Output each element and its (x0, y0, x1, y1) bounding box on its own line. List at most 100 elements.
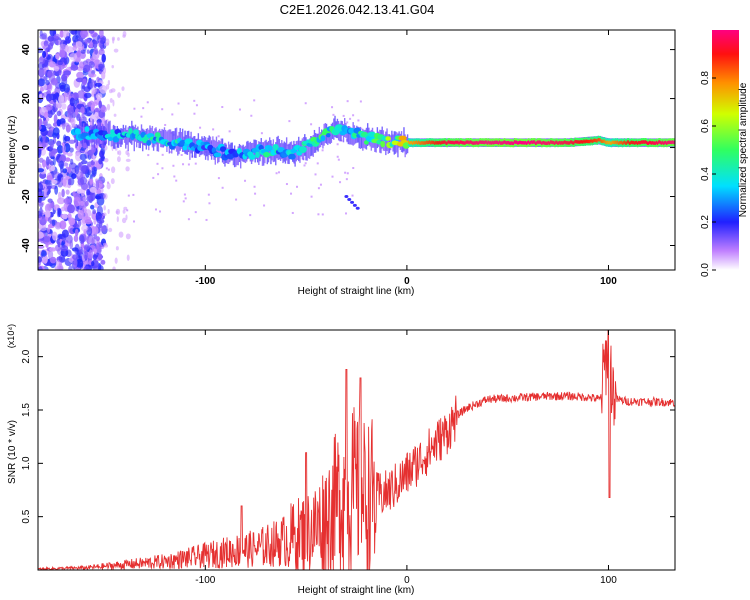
spectrogram-frame (37, 29, 676, 271)
ridge-band-core (486, 141, 489, 145)
noise-speckle (61, 144, 66, 154)
noise-point (336, 143, 339, 146)
noise-point (304, 102, 307, 105)
ridge-band-core (425, 141, 427, 145)
ridge-band-core (571, 140, 573, 144)
ridge-band-core (454, 140, 456, 145)
ridge-band-core (442, 140, 444, 145)
noise-speckle (55, 39, 59, 45)
noise-point (172, 164, 175, 167)
ridge-band-core (591, 139, 594, 144)
noise-speckle (122, 30, 127, 37)
noise-speckle (94, 82, 103, 87)
ridge-band-core (419, 141, 421, 145)
noise-point (346, 172, 349, 175)
noise-speckle (76, 50, 81, 58)
noise-point (304, 162, 307, 165)
noise-speckle (39, 33, 47, 40)
ridge-band-core (578, 140, 580, 144)
noise-speckle (83, 64, 91, 73)
ridge-blob (84, 126, 90, 132)
ridge-band-core (641, 140, 644, 144)
noise-speckle (70, 158, 74, 165)
ridge-blob (272, 143, 279, 150)
ridge-band-core (666, 141, 668, 146)
ridge-band-core (544, 141, 546, 145)
ridge-band-core (465, 140, 468, 144)
snr-y-multiplier: (x10⁴) (6, 324, 16, 348)
noise-speckle (114, 257, 118, 264)
ridge-band-core (628, 141, 631, 145)
noise-speckle (60, 176, 69, 185)
ridge-band-core (476, 141, 479, 145)
noise-speckle (76, 188, 83, 194)
ridge-band-core (630, 140, 633, 144)
noise-speckle (66, 152, 73, 157)
ridge-halo (359, 126, 362, 149)
noise-speckle (99, 150, 105, 158)
noise-point (352, 114, 355, 117)
noise-point (345, 212, 348, 215)
noise-speckle (77, 90, 86, 99)
ridge-band-core (496, 140, 499, 145)
ridge-band-core (517, 141, 520, 145)
ridge-band-core (634, 140, 637, 145)
noise-speckle (50, 77, 59, 86)
noise-speckle (59, 43, 67, 50)
noise-speckle (67, 204, 75, 214)
ridge-band-core (526, 141, 528, 146)
ridge-band-core (579, 140, 581, 144)
ridge-blob (344, 195, 349, 199)
ridge-halo (364, 129, 366, 149)
ridge-band-core (491, 140, 494, 145)
noise-speckle (88, 73, 97, 78)
noise-point (195, 104, 198, 107)
ridge-halo (347, 125, 350, 145)
ridge-band-core (503, 140, 506, 144)
noise-point (140, 115, 143, 118)
ridge-band-core (513, 140, 516, 144)
snr-y-axis-label: SNR (10 * v/v) (7, 420, 18, 484)
ridge-band-core (527, 140, 529, 145)
noise-speckle (64, 135, 71, 142)
noise-speckle (38, 47, 44, 54)
noise-speckle (113, 113, 117, 117)
noise-speckle (51, 219, 56, 227)
noise-speckle (109, 97, 113, 103)
noise-speckle (95, 180, 100, 190)
ridge-band-core (643, 140, 646, 144)
ridge-band-core (538, 140, 540, 144)
ridge-halo (168, 129, 171, 154)
noise-speckle (71, 173, 77, 179)
noise-speckle (98, 158, 103, 165)
ridge-band-core (564, 140, 566, 144)
noise-speckle (115, 208, 121, 215)
ridge-halo (362, 128, 364, 151)
noise-point (342, 114, 345, 117)
noise-speckle (98, 63, 104, 70)
ridge-band-core (557, 141, 559, 145)
noise-point (127, 194, 130, 197)
ridge-halo (330, 123, 333, 143)
colorbar-tick-label: 0.6 (700, 119, 711, 133)
ridge-band-core (490, 141, 493, 145)
noise-speckle (106, 38, 110, 45)
noise-speckle (108, 227, 113, 233)
ridge-band-core (431, 140, 433, 144)
ridge-halo (377, 131, 380, 147)
noise-point (332, 113, 335, 116)
ridge-band-core (471, 141, 474, 145)
ridge-band-core (550, 140, 552, 144)
noise-speckle (115, 246, 119, 251)
noise-speckle (101, 53, 106, 63)
noise-point (310, 123, 313, 126)
noise-speckle (54, 221, 62, 230)
ridge-band-core (633, 141, 636, 145)
ridge-band-core (653, 141, 655, 145)
ridge-halo (87, 125, 89, 141)
ridge-band-core (610, 141, 613, 146)
noise-speckle (69, 30, 77, 35)
noise-point (249, 214, 252, 217)
ridge-band-core (657, 141, 659, 146)
noise-point (296, 185, 299, 188)
